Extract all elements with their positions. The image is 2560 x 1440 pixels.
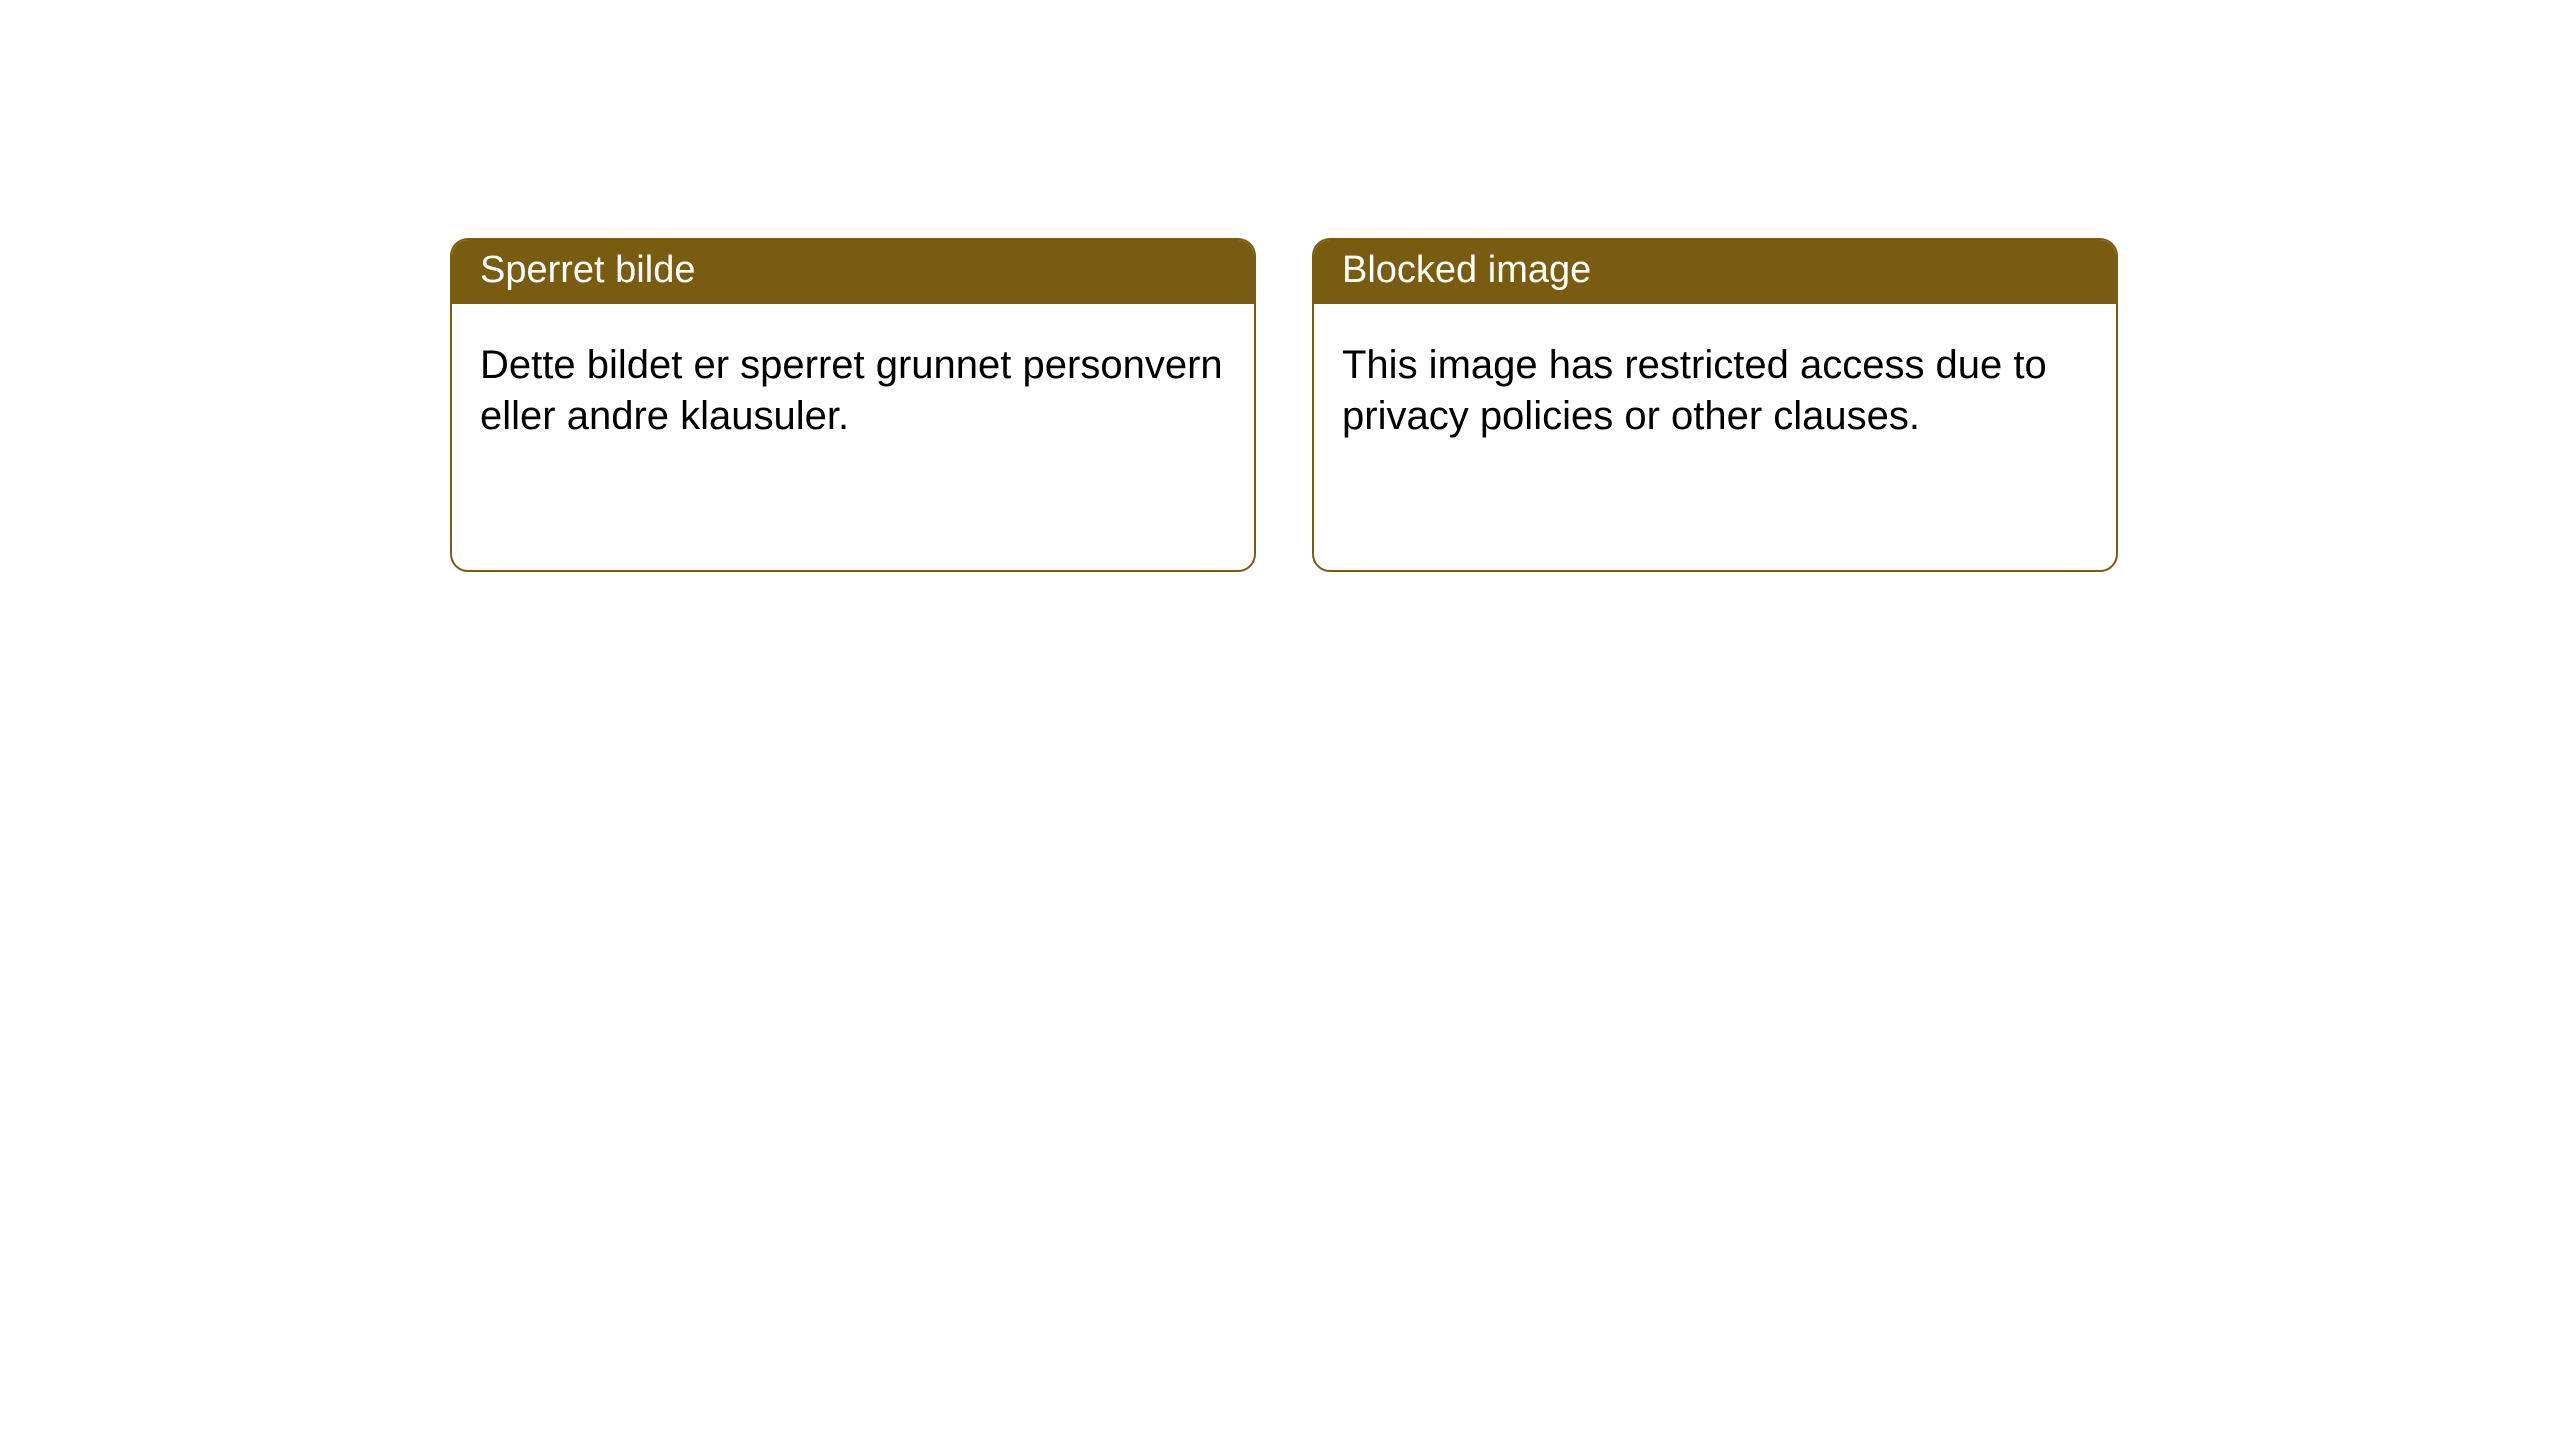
blocked-image-card-no: Sperret bilde Dette bildet er sperret gr… — [450, 238, 1256, 572]
notice-container: Sperret bilde Dette bildet er sperret gr… — [0, 0, 2560, 572]
card-header-no: Sperret bilde — [452, 240, 1254, 304]
card-body-no: Dette bildet er sperret grunnet personve… — [452, 304, 1254, 470]
card-header-en: Blocked image — [1314, 240, 2116, 304]
blocked-image-card-en: Blocked image This image has restricted … — [1312, 238, 2118, 572]
card-body-en: This image has restricted access due to … — [1314, 304, 2116, 470]
